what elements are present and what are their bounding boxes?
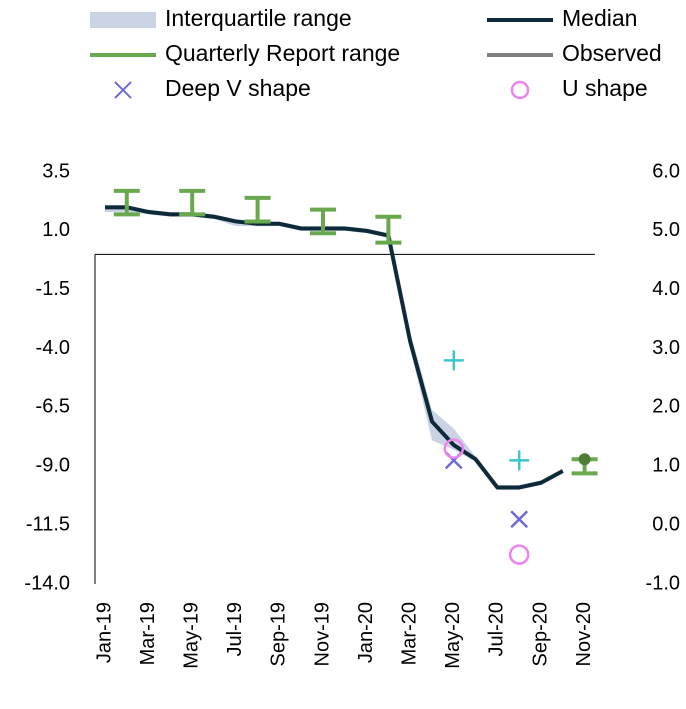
legend-swatch bbox=[114, 81, 132, 99]
y-tick-label: -11.5 bbox=[26, 513, 70, 535]
legend-item: Quarterly Report range bbox=[90, 40, 400, 66]
y2-tick-label: 1.0 bbox=[652, 455, 680, 477]
y-tick-label: 1.0 bbox=[42, 219, 70, 241]
y2-tick-label: 6.0 bbox=[652, 160, 680, 182]
x-tick-label: Sep-19 bbox=[268, 602, 290, 667]
y-tick-label: 3.5 bbox=[42, 160, 70, 182]
x-tick-label: Sep-20 bbox=[529, 602, 551, 667]
y-tick-label: -14.0 bbox=[24, 572, 70, 594]
legend-label: Median bbox=[562, 5, 637, 31]
range-bar bbox=[179, 188, 206, 217]
x-tick-label: May-20 bbox=[442, 602, 464, 669]
x-tick-label: Nov-20 bbox=[573, 602, 595, 666]
y-tick-label: -1.5 bbox=[36, 278, 70, 300]
deep-v-marker bbox=[510, 510, 529, 529]
y2-tick-label: 4.0 bbox=[652, 278, 680, 300]
x-tick-label: Jul-20 bbox=[486, 602, 508, 656]
legend-item: Interquartile range bbox=[90, 5, 352, 31]
y2-tick-label: 3.0 bbox=[652, 337, 680, 359]
plus-marker bbox=[443, 350, 464, 371]
u-shape-marker bbox=[443, 438, 465, 459]
legend-label: Deep V shape bbox=[165, 75, 311, 101]
legend-swatch bbox=[90, 12, 156, 28]
range-bar bbox=[113, 188, 140, 217]
u-shape-marker bbox=[508, 544, 530, 565]
y2-tick-label: 5.0 bbox=[652, 219, 680, 241]
y2-tick-label: 0.0 bbox=[652, 513, 680, 535]
x-tick-label: Mar-19 bbox=[137, 602, 159, 665]
y-tick-label: -6.5 bbox=[36, 396, 70, 418]
range-bar bbox=[310, 207, 336, 236]
range-marker bbox=[578, 453, 591, 466]
range-bar bbox=[375, 214, 402, 245]
x-tick-label: Nov-19 bbox=[311, 602, 333, 666]
plus-marker bbox=[509, 450, 530, 471]
legend-item: Observed bbox=[487, 40, 662, 66]
legend-swatch bbox=[510, 80, 530, 100]
x-tick-label: Jul-19 bbox=[224, 602, 246, 656]
legend-label: Observed bbox=[562, 40, 662, 66]
y-tick-label: -9.0 bbox=[36, 455, 70, 477]
x-tick-label: May-19 bbox=[180, 602, 202, 669]
range-bar bbox=[244, 195, 271, 224]
y-tick-label: -4.0 bbox=[36, 337, 70, 359]
legend-item: Median bbox=[487, 5, 637, 31]
legend-label: Interquartile range bbox=[165, 5, 352, 31]
x-tick-label: Jan-20 bbox=[355, 602, 377, 663]
legend-item: Deep V shape bbox=[114, 75, 311, 101]
median-line bbox=[105, 205, 564, 490]
iqr-band bbox=[105, 204, 563, 490]
x-tick-label: Mar-20 bbox=[398, 602, 420, 665]
legend-label: Quarterly Report range bbox=[165, 40, 400, 66]
x-tick-label: Jan-19 bbox=[93, 602, 115, 663]
y2-tick-label: 2.0 bbox=[652, 396, 680, 418]
legend-label: U shape bbox=[562, 75, 648, 101]
legend-item: U shape bbox=[510, 75, 648, 101]
y2-tick-label: -1.0 bbox=[646, 572, 680, 594]
